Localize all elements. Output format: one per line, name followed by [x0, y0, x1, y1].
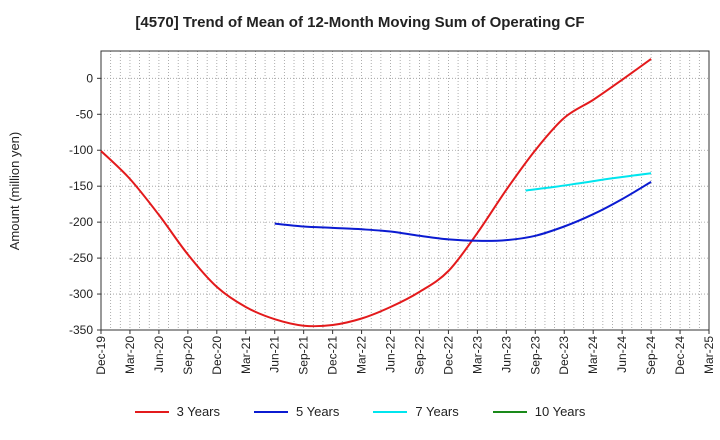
- legend-item-3-years: 3 Years: [134, 404, 220, 419]
- legend-swatch-5-years: [254, 410, 288, 413]
- plot-area: [101, 51, 709, 330]
- legend-label-10-years: 10 Years: [534, 404, 586, 419]
- x-tick-label: Jun-23: [499, 336, 513, 373]
- y-tick-label: -250: [69, 251, 93, 265]
- y-axis-label: Amount (million yen): [7, 132, 22, 251]
- x-tick-label: Mar-23: [470, 336, 484, 374]
- legend-item-5-years: 5 Years: [254, 404, 339, 419]
- x-tick-label: Mar-21: [239, 336, 253, 374]
- y-tick-label: -300: [69, 287, 93, 301]
- legend-swatch-3-years: [134, 410, 169, 413]
- x-tick-label: Dec-19: [94, 336, 108, 375]
- chart-title: [4570] Trend of Mean of 12-Month Moving …: [135, 14, 585, 31]
- x-tick-label: Mar-24: [586, 336, 600, 374]
- series-line-5-years: [274, 181, 652, 242]
- series-line-3-years: [100, 58, 652, 328]
- x-tick-label: Mar-25: [702, 336, 716, 374]
- x-tick-label: Dec-22: [441, 336, 455, 375]
- x-tick-label: Sep-20: [181, 336, 195, 375]
- x-tick-label: Dec-20: [210, 336, 224, 375]
- x-tick-label: Sep-24: [644, 336, 658, 375]
- legend: 3 Years 5 Years 7 Years 10 Years: [0, 404, 720, 419]
- x-tick-label: Sep-22: [412, 336, 426, 375]
- x-tick-label: Sep-21: [297, 336, 311, 375]
- y-tick-label: -50: [76, 107, 94, 121]
- y-tick-label: -350: [69, 323, 93, 337]
- y-tick-label: -200: [69, 215, 93, 229]
- grid: [101, 51, 709, 330]
- x-tick-label: Mar-20: [123, 336, 137, 374]
- legend-label-7-years: 7 Years: [415, 404, 459, 419]
- series-line-7-years: [525, 172, 652, 192]
- y-tick-label: -150: [69, 179, 93, 193]
- x-tick-label: Jun-20: [152, 336, 166, 373]
- legend-swatch-7-years: [373, 410, 408, 413]
- legend-swatch-10-years: [492, 410, 527, 413]
- legend-item-7-years: 7 Years: [373, 404, 459, 419]
- x-tick-label: Dec-23: [557, 336, 571, 375]
- x-tick-label: Dec-24: [673, 336, 687, 375]
- x-tick-label: Jun-22: [384, 336, 398, 373]
- x-tick-label: Dec-21: [326, 336, 340, 375]
- y-tick-label: 0: [86, 71, 93, 85]
- legend-label-5-years: 5 Years: [296, 404, 340, 419]
- legend-item-10-years: 10 Years: [492, 404, 586, 419]
- x-tick-label: Jun-24: [615, 336, 629, 373]
- plot-frame: [100, 50, 710, 331]
- series-lines: [100, 58, 652, 328]
- y-tick-label: -100: [69, 143, 93, 157]
- x-tick-label: Mar-22: [355, 336, 369, 374]
- x-tick-label: Sep-23: [528, 336, 542, 375]
- legend-label-3-years: 3 Years: [176, 404, 220, 419]
- x-tick-label: Jun-21: [268, 336, 282, 373]
